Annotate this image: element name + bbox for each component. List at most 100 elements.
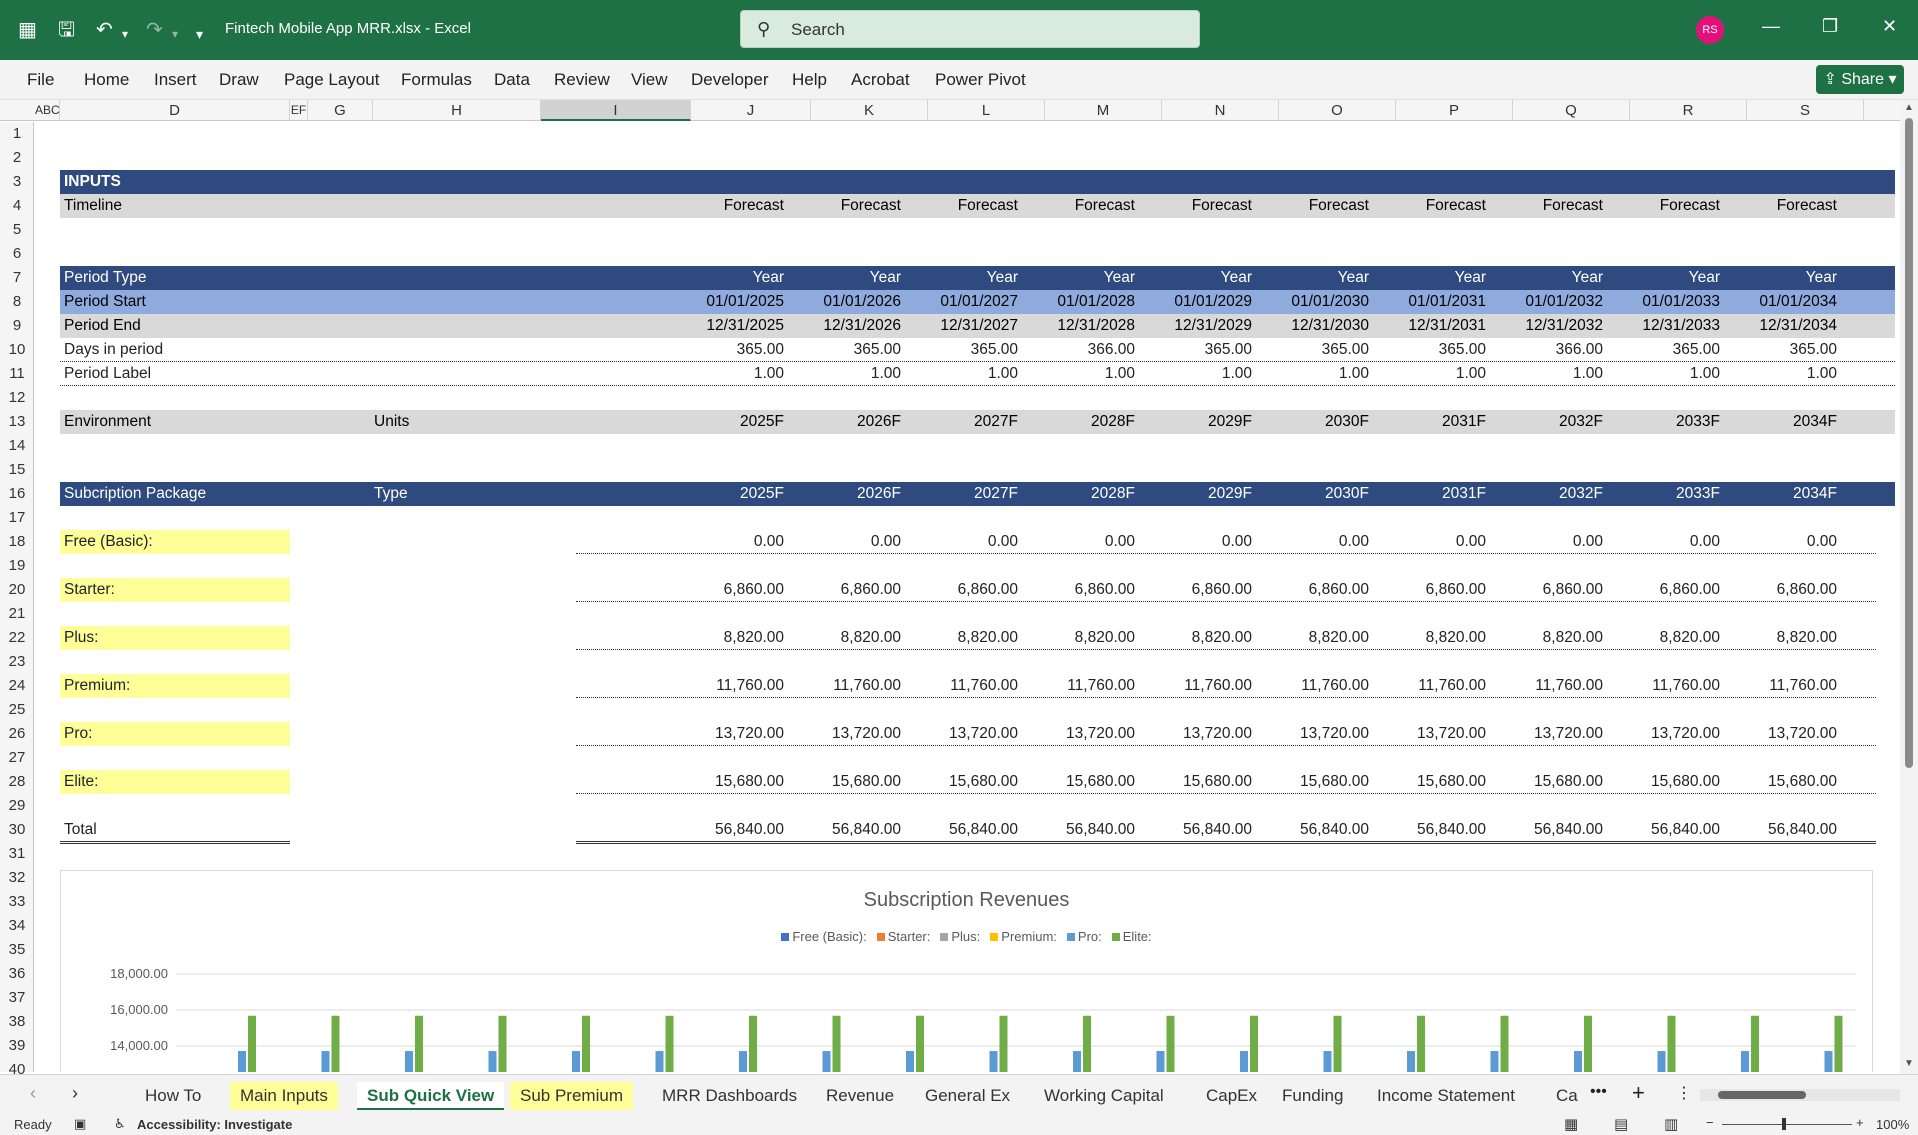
- days-cell[interactable]: 366.00: [1555, 341, 1603, 358]
- zoom-slider[interactable]: [1722, 1124, 1852, 1125]
- package-value-cell[interactable]: 13,720.00: [1651, 725, 1720, 742]
- period-start-cell[interactable]: 01/01/2027: [940, 293, 1018, 310]
- sheet-tab[interactable]: General Ex: [925, 1086, 1011, 1105]
- period-label-cell[interactable]: 1.00: [1221, 365, 1252, 382]
- period-type-cell[interactable]: Year: [1454, 269, 1486, 286]
- chart-bar[interactable]: [572, 1051, 580, 1072]
- row-header[interactable]: 34: [8, 917, 26, 934]
- chart-bar[interactable]: [822, 1051, 831, 1072]
- row-header[interactable]: 27: [8, 749, 26, 766]
- chart-bar[interactable]: [1083, 1015, 1091, 1072]
- package-value-cell[interactable]: 8,820.00: [1659, 629, 1720, 646]
- chart-bar[interactable]: [582, 1015, 590, 1072]
- period-type-cell[interactable]: Year: [752, 269, 784, 286]
- menu-data[interactable]: Data: [494, 70, 530, 89]
- sheet-tab[interactable]: Sub Quick View: [357, 1082, 505, 1110]
- package-value-cell[interactable]: 15,680.00: [1183, 773, 1252, 790]
- chart-bar[interactable]: [1490, 1051, 1499, 1072]
- row-header[interactable]: 10: [8, 341, 26, 358]
- more-tabs-icon[interactable]: •••: [1590, 1083, 1607, 1100]
- chart-bar[interactable]: [1333, 1015, 1342, 1072]
- environment-year-cell[interactable]: 2027F: [974, 413, 1018, 430]
- redo-icon[interactable]: ↷: [146, 19, 163, 41]
- timeline-cell[interactable]: Forecast: [723, 197, 784, 214]
- period-label-cell[interactable]: 1.00: [1572, 365, 1603, 382]
- chart-bar[interactable]: [655, 1051, 664, 1072]
- subscription-year-cell[interactable]: 2032F: [1559, 485, 1603, 502]
- menu-developer[interactable]: Developer: [691, 70, 769, 89]
- days-cell[interactable]: 365.00: [970, 341, 1018, 358]
- page-layout-view-icon[interactable]: ▤: [1614, 1116, 1629, 1133]
- package-value-cell[interactable]: 15,680.00: [832, 773, 901, 790]
- subscription-year-cell[interactable]: 2034F: [1793, 485, 1837, 502]
- package-value-cell[interactable]: 8,820.00: [957, 629, 1018, 646]
- package-value-cell[interactable]: 11,760.00: [1301, 677, 1369, 694]
- chart-bar[interactable]: [405, 1051, 413, 1072]
- package-value-cell[interactable]: 6,860.00: [1659, 581, 1720, 598]
- package-value-cell[interactable]: 0.00: [1338, 533, 1369, 550]
- column-header[interactable]: R: [1630, 100, 1747, 121]
- period-label-cell[interactable]: 1.00: [1689, 365, 1720, 382]
- row-header[interactable]: 15: [8, 461, 26, 478]
- column-header[interactable]: H: [373, 100, 541, 121]
- column-header[interactable]: EF: [290, 100, 308, 121]
- menu-page-layout[interactable]: Page Layout: [284, 70, 380, 89]
- package-input-cell[interactable]: [60, 578, 290, 602]
- search-box[interactable]: ⚲ Search: [740, 10, 1200, 48]
- package-value-cell[interactable]: 8,820.00: [1425, 629, 1486, 646]
- package-value-cell[interactable]: 13,720.00: [1417, 725, 1486, 742]
- column-header[interactable]: M: [1045, 100, 1162, 121]
- menu-help[interactable]: Help: [792, 70, 827, 89]
- row-header[interactable]: 4: [12, 197, 22, 214]
- chart-bar[interactable]: [739, 1051, 747, 1072]
- share-button[interactable]: ⇪ Share ▾: [1816, 65, 1904, 94]
- row-header[interactable]: 17: [8, 509, 26, 526]
- timeline-cell[interactable]: Forecast: [1425, 197, 1486, 214]
- scroll-thumb[interactable]: [1905, 118, 1913, 768]
- environment-year-cell[interactable]: 2026F: [857, 413, 901, 430]
- column-header[interactable]: P: [1396, 100, 1513, 121]
- package-value-cell[interactable]: 13,720.00: [1183, 725, 1252, 742]
- package-value-cell[interactable]: 6,860.00: [840, 581, 901, 598]
- sheet-tab[interactable]: Funding: [1282, 1086, 1344, 1105]
- package-value-cell[interactable]: 11,760.00: [1652, 677, 1720, 694]
- chart-bar[interactable]: [1751, 1015, 1759, 1072]
- days-cell[interactable]: 366.00: [1087, 341, 1135, 358]
- period-label-cell[interactable]: 1.00: [753, 365, 784, 382]
- tab-scroll-right-icon[interactable]: ›: [72, 1083, 78, 1103]
- period-end-cell[interactable]: 12/31/2027: [940, 317, 1018, 334]
- package-input-cell[interactable]: [60, 770, 290, 794]
- row-header[interactable]: 19: [8, 557, 26, 574]
- package-input-cell[interactable]: [60, 722, 290, 746]
- row-header[interactable]: 18: [8, 533, 26, 550]
- package-value-cell[interactable]: 0.00: [1221, 533, 1252, 550]
- chart-bar[interactable]: [1250, 1015, 1258, 1072]
- row-header[interactable]: 13: [8, 413, 26, 430]
- row-header[interactable]: 6: [12, 245, 22, 262]
- subscription-year-cell[interactable]: 2033F: [1676, 485, 1720, 502]
- days-cell[interactable]: 365.00: [1789, 341, 1837, 358]
- row-header[interactable]: 24: [8, 677, 26, 694]
- chart-bar[interactable]: [1166, 1015, 1175, 1072]
- subscription-year-cell[interactable]: 2026F: [857, 485, 901, 502]
- package-value-cell[interactable]: 0.00: [1455, 533, 1486, 550]
- total-cell[interactable]: 56,840.00: [1651, 821, 1720, 838]
- period-label-cell[interactable]: 1.00: [987, 365, 1018, 382]
- avatar[interactable]: RS: [1696, 16, 1724, 44]
- period-label-cell[interactable]: 1.00: [870, 365, 901, 382]
- period-type-cell[interactable]: Year: [869, 269, 901, 286]
- sheet-tab[interactable]: Income Statement: [1377, 1086, 1515, 1105]
- row-header[interactable]: 20: [8, 581, 26, 598]
- chart-bar[interactable]: [1240, 1051, 1248, 1072]
- period-start-cell[interactable]: 01/01/2032: [1525, 293, 1603, 310]
- environment-year-cell[interactable]: 2025F: [740, 413, 784, 430]
- subscription-year-cell[interactable]: 2025F: [740, 485, 784, 502]
- package-value-cell[interactable]: 11,760.00: [1067, 677, 1135, 694]
- row-header[interactable]: 35: [8, 941, 26, 958]
- row-header[interactable]: 1: [12, 125, 22, 142]
- package-value-cell[interactable]: 15,680.00: [715, 773, 784, 790]
- package-value-cell[interactable]: 15,680.00: [1534, 773, 1603, 790]
- chart-bar[interactable]: [1834, 1015, 1843, 1072]
- timeline-cell[interactable]: Forecast: [1308, 197, 1369, 214]
- chart-bar[interactable]: [488, 1051, 497, 1072]
